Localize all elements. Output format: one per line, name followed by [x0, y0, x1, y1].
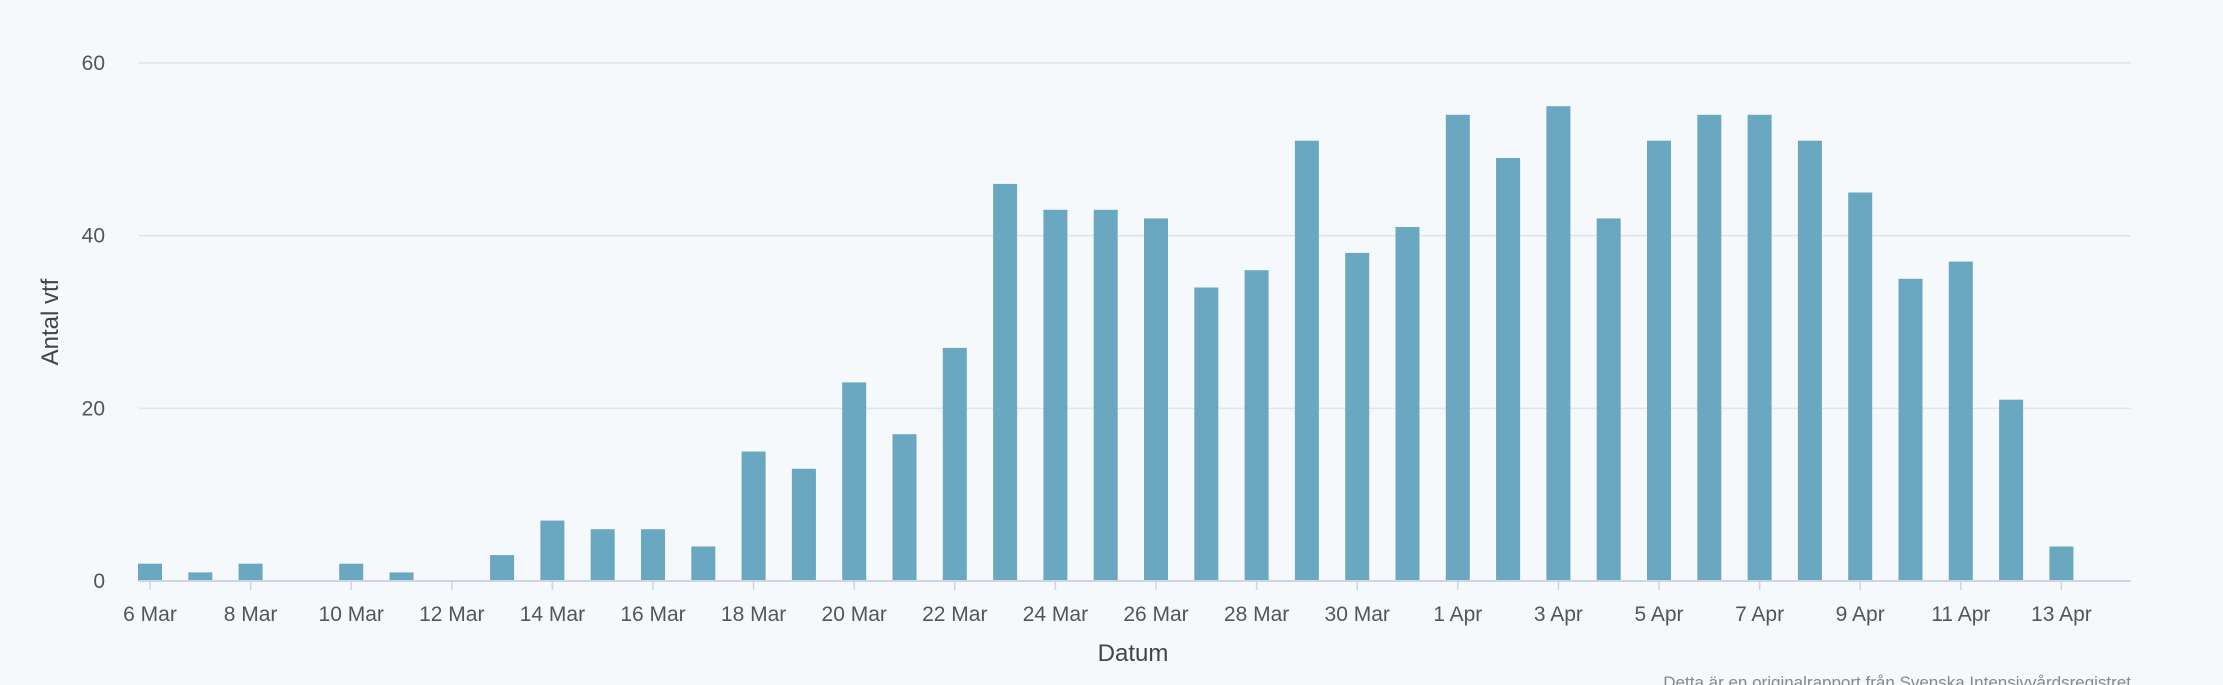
- x-tick-label: 26 Mar: [1123, 603, 1188, 626]
- bar: [1194, 287, 1219, 581]
- bar: [1848, 192, 1873, 581]
- x-tick-label: 16 Mar: [620, 603, 685, 626]
- bar: [1345, 252, 1370, 581]
- bar: [238, 563, 263, 581]
- bar: [1999, 399, 2024, 581]
- x-axis-title: Datum: [1098, 640, 1169, 667]
- y-tick-label: 60: [82, 52, 105, 75]
- bar: [1043, 209, 1068, 582]
- bar: [1697, 114, 1722, 582]
- bar: [1898, 278, 1923, 581]
- y-tick-label: 20: [82, 397, 105, 420]
- credit-text: Detta är en originalrapport från Svenska…: [1663, 673, 2131, 685]
- bar: [138, 563, 162, 581]
- bar: [1093, 209, 1118, 582]
- bar: [1496, 158, 1521, 581]
- bar: [590, 529, 615, 581]
- y-tick-label: 40: [82, 225, 105, 248]
- x-tick-label: 9 Apr: [1836, 603, 1885, 626]
- bar: [1244, 270, 1269, 581]
- x-tick-label: 13 Apr: [2031, 603, 2092, 626]
- x-tick-label: 24 Mar: [1023, 603, 1088, 626]
- bar: [892, 434, 917, 581]
- bars: [138, 106, 2074, 582]
- x-tick-label: 6 Mar: [123, 603, 177, 626]
- bar: [2049, 546, 2074, 581]
- x-tick-label: 14 Mar: [520, 603, 585, 626]
- x-tick-label: 22 Mar: [922, 603, 987, 626]
- x-tick-label: 10 Mar: [319, 603, 384, 626]
- x-tick-label: 1 Apr: [1433, 603, 1482, 626]
- bar: [942, 347, 967, 581]
- x-tick-label: 18 Mar: [721, 603, 786, 626]
- bar: [691, 546, 716, 581]
- bar: [1596, 218, 1621, 581]
- x-tick-label: 20 Mar: [822, 603, 887, 626]
- x-tick-label: 11 Apr: [1931, 603, 1990, 626]
- bar: [1294, 140, 1319, 581]
- bar: [993, 183, 1018, 581]
- bar: [791, 468, 816, 581]
- x-tick-label: 3 Apr: [1534, 603, 1583, 626]
- bar: [842, 382, 867, 581]
- y-axis-ticks: 0 20 40 60: [82, 52, 105, 593]
- bar: [1144, 218, 1168, 581]
- bar: [188, 572, 213, 581]
- y-tick-label: 0: [93, 570, 105, 593]
- gridlines: [139, 62, 2131, 410]
- x-axis-ticks: 6 Mar 8 Mar 10 Mar 12 Mar 14 Mar 16 Mar 18 Mar…: [123, 581, 2092, 626]
- bar: [1546, 106, 1571, 581]
- bar: [1445, 114, 1470, 582]
- x-tick-label: 12 Mar: [419, 603, 484, 626]
- bar: [1647, 140, 1671, 581]
- bar: [1747, 114, 1772, 582]
- bar: [540, 520, 565, 581]
- bar: [641, 529, 665, 581]
- y-axis-title: Antal vtf: [37, 278, 64, 365]
- bar: [1797, 140, 1822, 581]
- x-tick-label: 28 Mar: [1224, 603, 1289, 626]
- bar: [339, 563, 364, 581]
- bar: [1395, 227, 1420, 581]
- bar: [490, 555, 515, 581]
- bar: [741, 451, 766, 581]
- x-tick-label: 30 Mar: [1325, 603, 1390, 626]
- bar: [389, 572, 414, 581]
- x-tick-label: 8 Mar: [224, 603, 278, 626]
- bar: [1948, 261, 1973, 581]
- x-tick-label: 7 Apr: [1735, 603, 1784, 626]
- x-tick-label: 5 Apr: [1634, 603, 1683, 626]
